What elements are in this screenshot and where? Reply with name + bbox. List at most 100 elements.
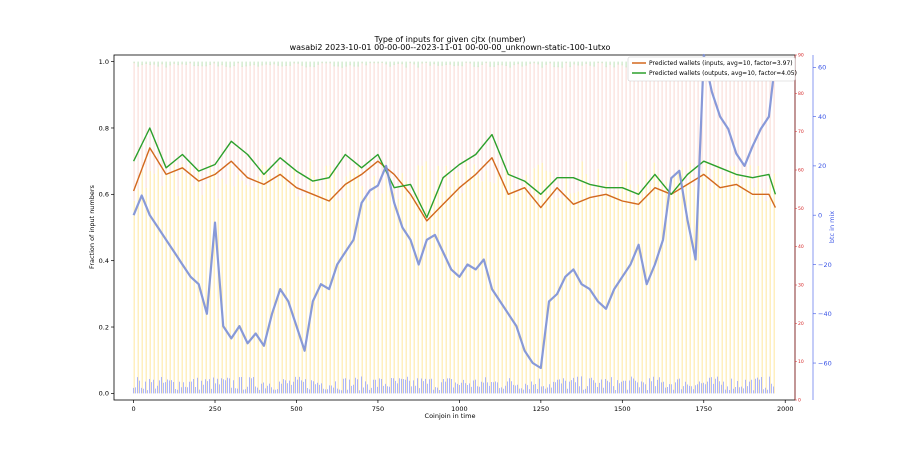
- background-bar: [185, 175, 187, 394]
- background-bar: [381, 193, 383, 394]
- background-bar: [221, 178, 223, 394]
- background-bar: [485, 61, 487, 171]
- background-bar: [197, 167, 199, 394]
- background-bar: [321, 61, 323, 64]
- background-bar: [573, 192, 575, 394]
- background-bar: [565, 176, 567, 394]
- background-bar: [289, 187, 291, 394]
- background-bar: [497, 61, 499, 66]
- background-bar: [177, 64, 179, 197]
- series-layer: [132, 53, 777, 370]
- background-bar: [453, 61, 455, 67]
- y-tick-label: 1.0: [99, 58, 109, 66]
- y-axis-right-small: 0 10 20 30 40 50 60 70 80 90: [794, 53, 804, 404]
- background-bar: [585, 174, 587, 394]
- background-bar: [589, 64, 591, 186]
- background-bar: [581, 161, 583, 394]
- y-tick-label: 0.4: [99, 257, 109, 265]
- background-bar: [217, 61, 219, 67]
- background-bar: [561, 61, 563, 68]
- background-bar: [137, 61, 139, 67]
- background-bar: [581, 61, 583, 66]
- background-bar: [753, 187, 755, 394]
- background-bar: [409, 61, 411, 64]
- background-bar: [369, 62, 371, 201]
- background-bar: [201, 65, 203, 195]
- background-bar: [229, 164, 231, 394]
- background-bar: [197, 61, 199, 67]
- background-bar: [489, 181, 491, 394]
- background-bar: [569, 193, 571, 394]
- background-bar: [769, 185, 771, 394]
- background-bar: [445, 61, 447, 65]
- background-bar: [237, 62, 239, 175]
- background-bar: [493, 61, 495, 67]
- background-bar: [297, 196, 299, 394]
- y3-tick-label: 70: [798, 129, 804, 135]
- background-bar: [133, 61, 135, 64]
- background-bar: [537, 164, 539, 394]
- background-bar: [469, 175, 471, 394]
- background-bar: [473, 164, 475, 394]
- background-bar: [625, 61, 627, 68]
- background-bar: [457, 172, 459, 394]
- background-bar: [421, 61, 423, 64]
- background-bar: [277, 64, 279, 164]
- background-bar: [457, 64, 459, 173]
- series-line-1: [132, 127, 777, 219]
- background-bar: [613, 61, 615, 68]
- background-bar: [525, 174, 527, 394]
- background-bar: [541, 66, 543, 163]
- background-bar: [361, 62, 363, 187]
- background-bar: [401, 61, 403, 65]
- background-bar: [149, 170, 151, 394]
- background-bar: [637, 184, 639, 394]
- background-bar: [569, 65, 571, 194]
- background-bar: [297, 61, 299, 64]
- background-bar: [189, 164, 191, 394]
- y3-tick-label: 0: [798, 398, 801, 404]
- background-bar: [153, 63, 155, 174]
- background-bar: [657, 63, 659, 175]
- background-bar: [249, 61, 251, 66]
- background-bar: [453, 171, 455, 394]
- background-bar: [677, 62, 679, 172]
- background-bar: [277, 163, 279, 394]
- background-bar: [173, 62, 175, 165]
- background-bar: [689, 162, 691, 394]
- background-bar: [281, 172, 283, 394]
- background-bar: [513, 63, 515, 190]
- background-bar: [521, 61, 523, 67]
- background-bar: [273, 61, 275, 65]
- background-bar: [681, 167, 683, 394]
- background-bar: [481, 63, 483, 182]
- background-bar: [157, 65, 159, 169]
- background-bar: [253, 187, 255, 394]
- background-bar: [437, 64, 439, 166]
- x-tick-label: 0: [131, 405, 135, 413]
- y2-tick-label: −60: [818, 359, 832, 367]
- background-bar: [325, 62, 327, 166]
- background-bar: [717, 164, 719, 394]
- y-tick-label: 0.8: [99, 124, 109, 132]
- background-bar: [229, 66, 231, 165]
- background-bar: [257, 65, 259, 177]
- background-bar: [145, 62, 147, 188]
- background-bar: [389, 61, 391, 67]
- background-bar: [745, 177, 747, 394]
- background-bar: [601, 194, 603, 394]
- background-bar: [165, 61, 167, 68]
- background-bar: [673, 174, 675, 394]
- background-bar: [633, 66, 635, 201]
- chart-subtitle: wasabi2 2023-10-01 00-00-00--2023-11-01 …: [290, 43, 611, 52]
- background-bar: [641, 62, 643, 192]
- y2-axis-label: btc in mix: [828, 211, 836, 243]
- background-bar: [317, 61, 319, 65]
- background-bar: [437, 61, 439, 66]
- background-bar: [729, 63, 731, 167]
- background-bar: [729, 166, 731, 394]
- count-bars: [133, 376, 774, 394]
- background-bar: [225, 61, 227, 67]
- background-bar: [597, 168, 599, 394]
